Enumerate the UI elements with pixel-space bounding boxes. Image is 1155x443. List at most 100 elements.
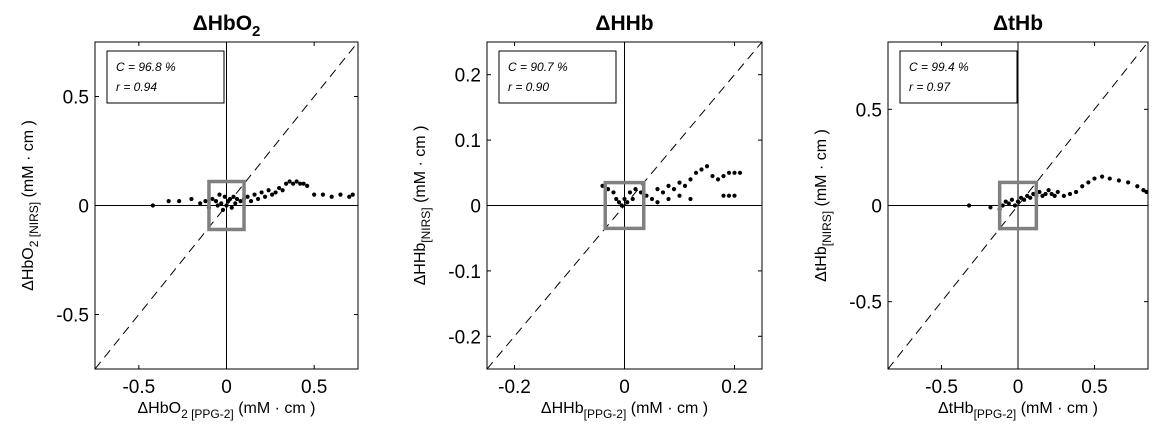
y-tick-label: -0.2 [448, 327, 481, 348]
data-point [166, 199, 171, 204]
data-point [224, 203, 229, 208]
x-axis-label-unit: (mM · cm ) [631, 400, 708, 417]
data-point [1022, 197, 1027, 202]
y-axis-label-subscript: [NIRS] [820, 211, 834, 246]
data-point [625, 200, 630, 205]
data-point [660, 190, 666, 195]
data-point [350, 192, 355, 197]
y-axis-label-main: ΔHbO [20, 247, 37, 291]
y-tick-label: 0.2 [455, 66, 481, 87]
data-point [1135, 184, 1140, 189]
data-point [726, 170, 732, 175]
stats-coverage: C = 99.4 % [909, 60, 969, 74]
y-tick-label: 0 [78, 197, 89, 218]
data-point [255, 196, 261, 202]
chart-title-main: ΔHHb [595, 12, 653, 35]
y-axis-label-unit: (mM · cm ) [20, 120, 37, 197]
data-point [699, 167, 704, 172]
data-point [245, 194, 250, 199]
data-point [655, 200, 660, 205]
data-point [1015, 199, 1021, 204]
chart-title: ΔHbO2 [193, 12, 261, 40]
data-point [305, 183, 310, 188]
data-point [737, 170, 743, 175]
x-axis-label: ΔtHb[PPG-2] (mM · cm ) [938, 400, 1098, 421]
data-point [614, 196, 619, 202]
data-point [1009, 197, 1014, 202]
x-axis-label: ΔHbO2 [PPG-2] (mM · cm ) [137, 400, 315, 421]
chart-title-subscript: 2 [252, 23, 260, 40]
data-point [693, 170, 699, 175]
stats-correlation: r = 0.97 [909, 80, 951, 94]
data-point [704, 164, 710, 169]
x-axis-label-main: ΔHHb [541, 400, 584, 417]
data-point [710, 173, 715, 179]
y-tick-label: 0.1 [455, 131, 481, 152]
y-axis-label-main: ΔHHb [412, 243, 429, 286]
stats-box [106, 50, 225, 104]
data-point [1126, 180, 1131, 185]
x-axis-label-unit: (mM · cm ) [238, 400, 315, 417]
data-point [1074, 189, 1079, 195]
data-point [234, 196, 240, 202]
data-point [252, 192, 257, 197]
data-point [150, 203, 155, 208]
data-point [229, 205, 234, 210]
data-point [203, 199, 208, 204]
data-point [259, 190, 264, 195]
data-point [633, 187, 638, 192]
stats-coverage: C = 96.8 % [116, 60, 176, 74]
data-point [280, 188, 285, 193]
data-point [320, 192, 326, 197]
data-point [213, 199, 219, 204]
chart-title: ΔHHb [595, 12, 653, 35]
data-point [688, 177, 693, 182]
y-axis-label-subscript: [NIRS] [419, 207, 433, 242]
data-point [721, 193, 726, 198]
data-point [1052, 193, 1057, 198]
x-tick-label: 0 [221, 377, 232, 398]
y-tick-label: 0.5 [856, 100, 882, 121]
highlight-box [603, 180, 646, 231]
data-point [1116, 178, 1122, 183]
x-axis-label: ΔHHb[PPG-2] (mM · cm ) [541, 400, 708, 421]
data-point [1028, 195, 1033, 200]
data-point [177, 199, 182, 204]
y-tick-label: 0 [871, 197, 882, 218]
data-point [210, 196, 215, 202]
chart-title-main: ΔtHb [993, 12, 1043, 35]
data-point [329, 194, 334, 199]
data-point [277, 185, 282, 191]
x-tick-label: 0.2 [721, 377, 747, 398]
data-point [1043, 191, 1048, 197]
data-point [721, 173, 726, 179]
data-point [262, 194, 268, 199]
data-point [189, 196, 194, 202]
data-point [630, 196, 635, 202]
x-axis-label-subscript: 2 [PPG-2] [181, 407, 234, 421]
data-point [233, 201, 238, 206]
identity-line [95, 42, 358, 369]
data-point [666, 196, 671, 202]
x-tick-label: 0.5 [301, 377, 327, 398]
data-point [291, 181, 296, 186]
y-axis-label: ΔHbO2 [NIRS] (mM · cm ) [20, 120, 41, 291]
stats-box [498, 50, 617, 104]
highlight-box [997, 180, 1039, 231]
data-point [301, 181, 306, 186]
data-point [266, 188, 271, 193]
highlight-box [207, 179, 246, 232]
y-tick-label: 0.5 [63, 88, 89, 109]
data-point [294, 179, 299, 184]
data-point [1092, 176, 1097, 181]
data-point [611, 190, 616, 195]
data-point [715, 177, 721, 182]
x-tick-label: -0.5 [925, 377, 958, 398]
plot-area [487, 42, 762, 369]
data-point [220, 207, 226, 212]
data-point [622, 196, 627, 202]
y-tick-label: -0.1 [448, 262, 481, 283]
data-point [347, 194, 352, 199]
